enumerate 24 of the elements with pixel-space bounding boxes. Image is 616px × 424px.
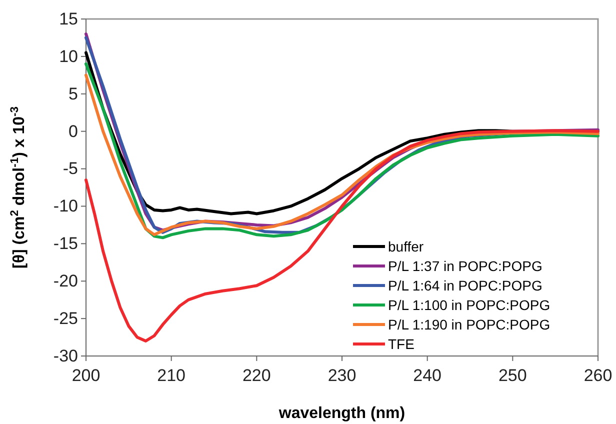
legend-label: TFE [388, 336, 414, 352]
y-tick-label: 15 [59, 9, 78, 28]
x-tick-label: 250 [498, 366, 527, 385]
y-tick-label: -5 [62, 159, 78, 178]
x-tick-label: 230 [328, 366, 356, 385]
x-tick-label: 210 [157, 366, 186, 385]
legend-label: buffer [388, 238, 424, 254]
x-tick-label: 260 [584, 366, 612, 385]
y-tick-label: -15 [53, 234, 78, 254]
y-tick-label: 0 [68, 122, 78, 141]
y-tick-label: -30 [53, 346, 78, 366]
y-tick-label: -20 [53, 272, 78, 291]
legend-label: P/L 1:64 in POPC:POPG [388, 277, 542, 294]
y-tick-label: -25 [53, 308, 78, 328]
y-tick-label: 10 [59, 46, 78, 66]
x-tick-label: 240 [413, 366, 442, 385]
y-tick-label: 5 [68, 84, 78, 104]
x-tick-label: 220 [242, 366, 271, 385]
legend-label: P/L 1:37 in POPC:POPG [388, 258, 542, 274]
x-axis-title: wavelength (nm) [278, 405, 406, 422]
legend-label: P/L 1:190 in POPC:POPG [388, 316, 550, 332]
x-tick-label: 200 [72, 366, 100, 385]
y-tick-label: -10 [53, 196, 78, 216]
legend-label: P/L 1:100 in POPC:POPG [388, 296, 550, 313]
